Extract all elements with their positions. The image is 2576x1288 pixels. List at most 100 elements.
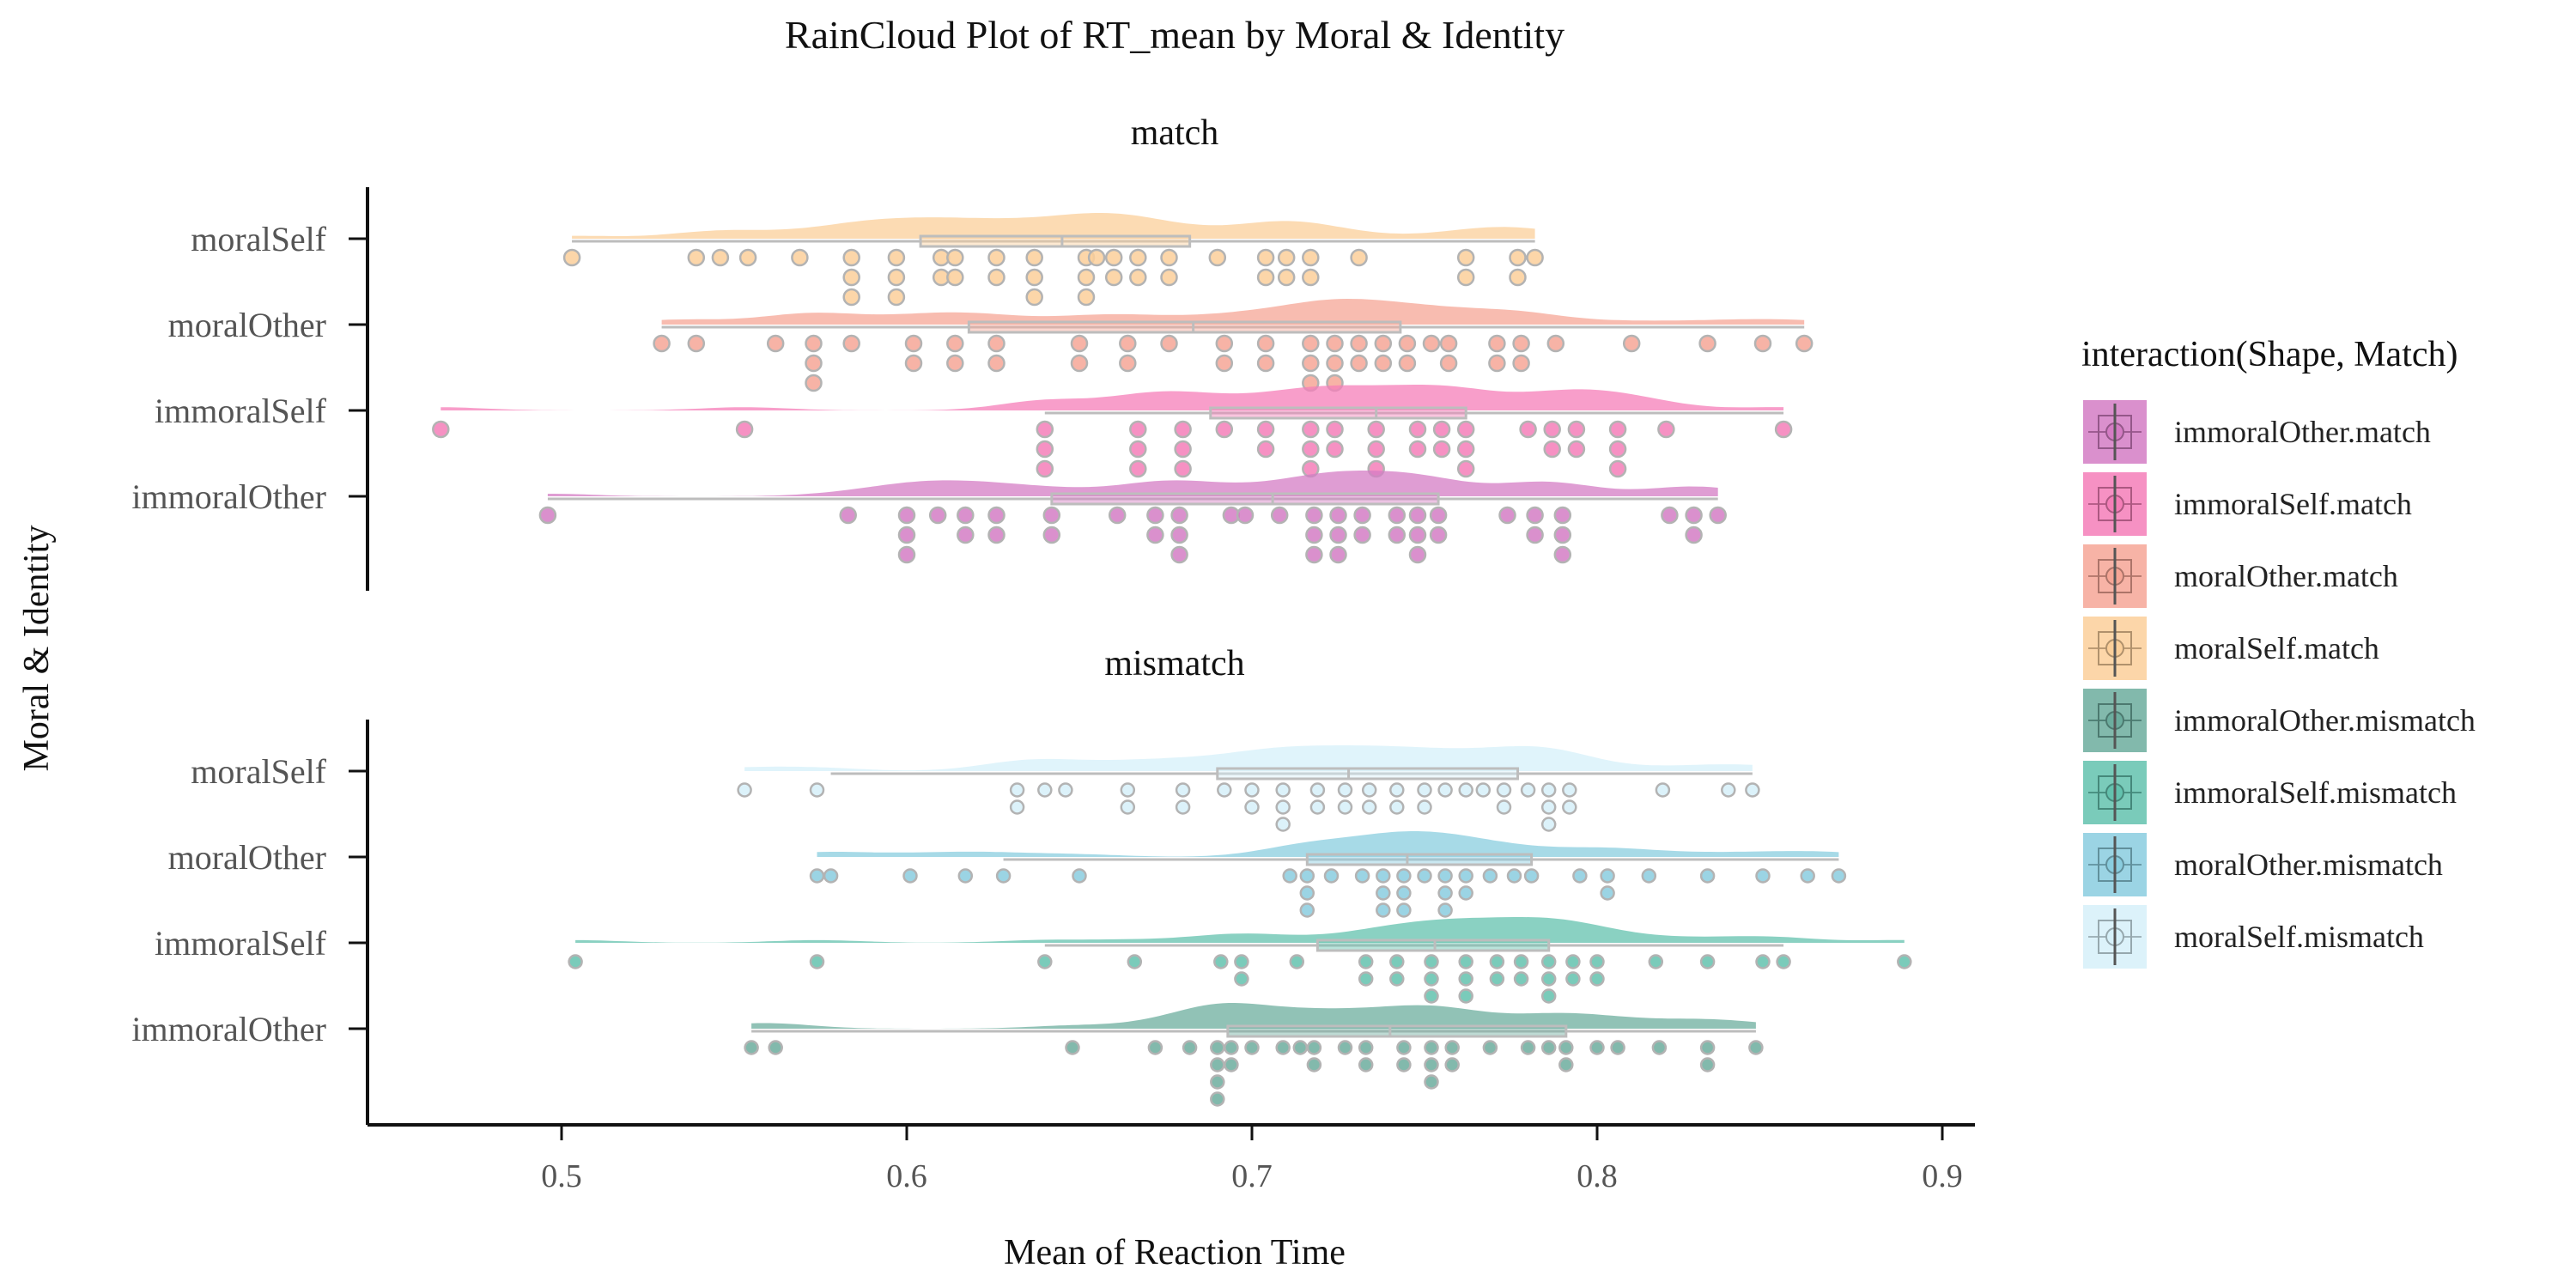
series-moralOther.match: moralOther (168, 299, 1814, 392)
data-point (1398, 354, 1417, 373)
data-point (1127, 954, 1143, 969)
data-point (1277, 268, 1296, 287)
data-point (1540, 971, 1557, 987)
data-point (823, 868, 839, 884)
data-point (1540, 782, 1557, 798)
data-point (897, 545, 916, 564)
data-point (809, 782, 825, 798)
data-point (1422, 334, 1441, 353)
data-point (1520, 1040, 1536, 1055)
data-point (1353, 506, 1371, 525)
data-point (1337, 782, 1353, 798)
data-point (1475, 782, 1492, 798)
box-iqr (1216, 767, 1520, 781)
data-point (1244, 782, 1260, 798)
density-cloud (751, 1003, 1756, 1029)
chart-legend: interaction(Shape, Match) immoralOther.ma… (2081, 335, 2476, 969)
data-point (1661, 506, 1679, 525)
data-point (1417, 868, 1432, 884)
data-point (957, 526, 975, 544)
legend-entry-immoralOther.match: immoralOther.match (2083, 400, 2431, 464)
data-point (987, 248, 1005, 267)
data-point (946, 268, 964, 287)
data-point (1496, 799, 1512, 815)
x-axis: 0.5 0.6 0.7 0.8 0.9 (541, 1125, 1963, 1194)
data-point (1424, 988, 1439, 1004)
data-point (1170, 506, 1188, 525)
data-point (1058, 782, 1073, 798)
box-iqr (1050, 492, 1440, 506)
y-tick-label: immoralSelf (155, 924, 327, 963)
data-point (809, 954, 825, 969)
data-point (809, 868, 825, 884)
data-point (1234, 971, 1249, 987)
data-point (1540, 988, 1557, 1004)
data-point (1376, 868, 1391, 884)
data-point (1482, 868, 1498, 884)
x-tick-label: 0.7 (1231, 1158, 1273, 1194)
data-point (839, 506, 857, 525)
data-point (1540, 1040, 1557, 1055)
data-point (1567, 420, 1586, 439)
data-point (1358, 954, 1374, 969)
data-point (1277, 248, 1296, 267)
data-point (1302, 354, 1320, 373)
data-point (653, 334, 671, 353)
data-point (1776, 954, 1791, 969)
data-point (1374, 354, 1393, 373)
data-point (1329, 526, 1347, 544)
data-point (1437, 782, 1453, 798)
legend-label: immoralOther.match (2174, 415, 2431, 449)
data-point (1699, 1057, 1716, 1072)
data-point (1309, 799, 1326, 815)
data-point (1745, 782, 1760, 798)
data-point (902, 868, 918, 884)
data-point (1439, 354, 1458, 373)
data-point (1389, 971, 1405, 987)
data-point (1361, 782, 1377, 798)
data-point (897, 506, 916, 525)
data-point (1025, 268, 1043, 287)
data-point (1358, 971, 1374, 987)
data-point (1065, 1040, 1080, 1055)
data-point (1526, 506, 1544, 525)
data-point (1174, 459, 1192, 478)
data-point (1087, 248, 1106, 267)
data-point (987, 334, 1005, 353)
data-point (1275, 799, 1291, 815)
data-point (1361, 799, 1377, 815)
data-point (1553, 506, 1572, 525)
series-moralSelf.mismatch: moralSelf (191, 745, 1760, 832)
y-tick-label: moralOther (168, 838, 326, 877)
data-point (904, 334, 923, 353)
data-point (1119, 334, 1137, 353)
box-iqr (1226, 1024, 1568, 1038)
data-point (1458, 868, 1473, 884)
data-point (1429, 526, 1448, 544)
data-point (1512, 354, 1530, 373)
data-point (1558, 1040, 1574, 1055)
legend-label: immoralSelf.match (2174, 487, 2412, 521)
data-point (1429, 506, 1448, 525)
data-point (1210, 1074, 1225, 1090)
data-point (791, 248, 809, 267)
data-point (1244, 1040, 1260, 1055)
data-point (1275, 1040, 1291, 1055)
data-point (1553, 526, 1572, 544)
data-point (1025, 248, 1043, 267)
data-point (1774, 420, 1793, 439)
data-point (1358, 1057, 1374, 1072)
data-point (1398, 334, 1417, 353)
data-point (1558, 1057, 1574, 1072)
data-point (1120, 782, 1136, 798)
data-point (1210, 1040, 1225, 1055)
data-point (1424, 1074, 1439, 1090)
data-point (1305, 526, 1323, 544)
data-point (1540, 799, 1557, 815)
data-point (1337, 1040, 1353, 1055)
data-point (1358, 1040, 1374, 1055)
data-point (1299, 868, 1315, 884)
data-point (1699, 954, 1716, 969)
data-point (1120, 799, 1136, 815)
data-point (1608, 440, 1627, 459)
